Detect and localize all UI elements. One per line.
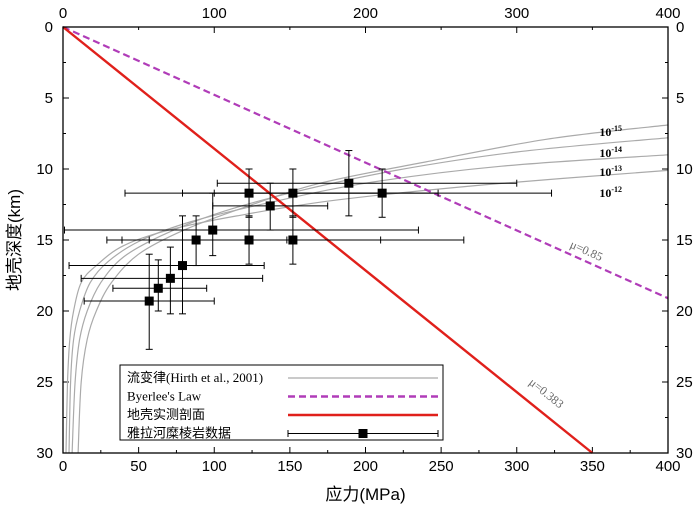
x-tick-label: 400 — [655, 458, 680, 475]
x-tick-label: 250 — [429, 458, 454, 475]
y-axis-title: 地壳深度(km) — [5, 189, 24, 291]
x-tick-label: 0 — [59, 458, 67, 475]
x-axis-title: 应力(MPa) — [325, 485, 405, 504]
y-tick-label: 5 — [45, 90, 53, 107]
byerlee-law-line — [62, 25, 669, 300]
right-y-tick-label: 30 — [676, 445, 693, 462]
data-marker — [377, 188, 387, 198]
data-point — [83, 253, 215, 350]
y-tick-label: 10 — [36, 161, 53, 178]
data-point — [148, 215, 465, 265]
data-point — [80, 246, 264, 315]
data-point — [68, 215, 265, 315]
legend: 流变律(Hirth et al., 2001) Byerlee's Law 地壳实测… — [119, 364, 444, 441]
data-marker — [153, 283, 163, 293]
data-marker — [165, 273, 175, 283]
data-marker — [265, 201, 275, 211]
top-x-tick-label: 100 — [202, 5, 227, 22]
x-tick-label: 200 — [353, 458, 378, 475]
y-tick-label: 20 — [36, 303, 53, 320]
data-marker — [208, 225, 218, 235]
legend-label: Byerlee's Law — [127, 389, 202, 404]
y-tick-label: 15 — [36, 232, 53, 249]
x-tick-label: 300 — [504, 458, 529, 475]
plot-frame — [62, 26, 669, 454]
data-point — [216, 150, 518, 217]
data-point — [64, 192, 419, 257]
data-marker — [144, 296, 154, 306]
data-marker — [177, 261, 187, 271]
right-y-tick-label: 20 — [676, 303, 693, 320]
friction-coefficient-label: μ=0.85 — [568, 237, 605, 264]
y-tick-label: 25 — [36, 374, 53, 391]
data-marker — [288, 235, 298, 245]
x-tick-label: 50 — [130, 458, 147, 475]
right-y-tick-label: 15 — [676, 232, 693, 249]
strain-rate-label: 10-14 — [599, 145, 622, 160]
x-tick-label: 350 — [580, 458, 605, 475]
strain-rate-label: 10-13 — [599, 164, 622, 179]
right-y-tick-label: 25 — [676, 374, 693, 391]
legend-label: 雅拉河糜棱岩数据 — [127, 426, 231, 441]
rheology-curve-10-12 — [65, 169, 669, 454]
mylonite-data-points — [64, 150, 553, 350]
top-x-tick-label: 0 — [59, 5, 67, 22]
y-tick-label: 0 — [45, 19, 53, 36]
legend-marker — [358, 429, 368, 438]
x-tick-label: 100 — [202, 458, 227, 475]
right-y-tick-label: 5 — [676, 90, 684, 107]
data-point — [213, 168, 553, 218]
strain-rate-label: 10-12 — [599, 185, 622, 200]
top-x-tick-label: 400 — [655, 5, 680, 22]
top-x-tick-label: 300 — [504, 5, 529, 22]
y-tick-label: 30 — [36, 445, 53, 462]
legend-label: 地壳实测剖面 — [127, 407, 205, 422]
rheology-curve-10-14 — [71, 137, 669, 454]
legend-label: 流变律(Hirth et al., 2001) — [127, 370, 263, 385]
top-x-tick-label: 200 — [353, 5, 378, 22]
right-y-tick-label: 0 — [676, 19, 684, 36]
data-point — [112, 259, 208, 312]
data-marker — [344, 178, 354, 188]
x-tick-label: 150 — [277, 458, 302, 475]
data-point — [212, 182, 329, 231]
right-y-tick-label: 10 — [676, 161, 693, 178]
strain-rate-label: 10-15 — [599, 124, 622, 139]
